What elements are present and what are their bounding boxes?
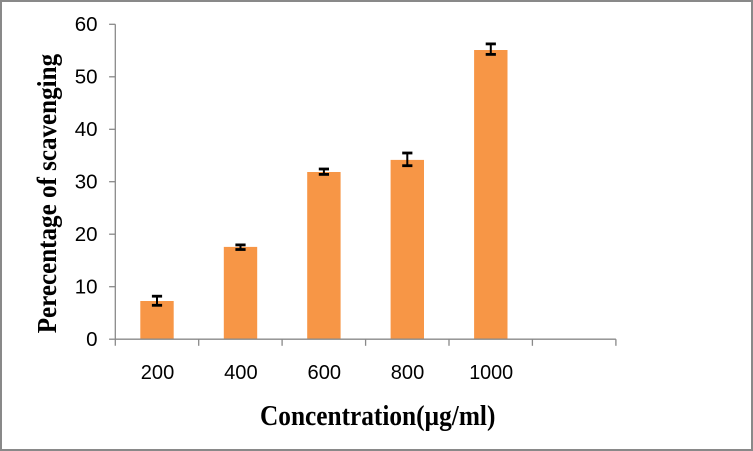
svg-text:Concentration(µg/ml): Concentration(µg/ml) [260, 401, 495, 432]
svg-text:30: 30 [75, 171, 98, 194]
svg-text:400: 400 [224, 362, 258, 384]
svg-text:40: 40 [75, 118, 98, 141]
svg-text:600: 600 [308, 362, 342, 384]
svg-text:50: 50 [75, 66, 98, 89]
svg-text:800: 800 [391, 362, 425, 384]
svg-text:60: 60 [75, 13, 98, 36]
svg-text:200: 200 [141, 362, 175, 384]
svg-text:0: 0 [86, 328, 97, 351]
svg-text:1000: 1000 [469, 362, 513, 384]
svg-text:20: 20 [75, 223, 98, 246]
svg-text:Perecentage of scavenging: Perecentage of scavenging [32, 53, 62, 333]
svg-text:10: 10 [75, 276, 98, 299]
